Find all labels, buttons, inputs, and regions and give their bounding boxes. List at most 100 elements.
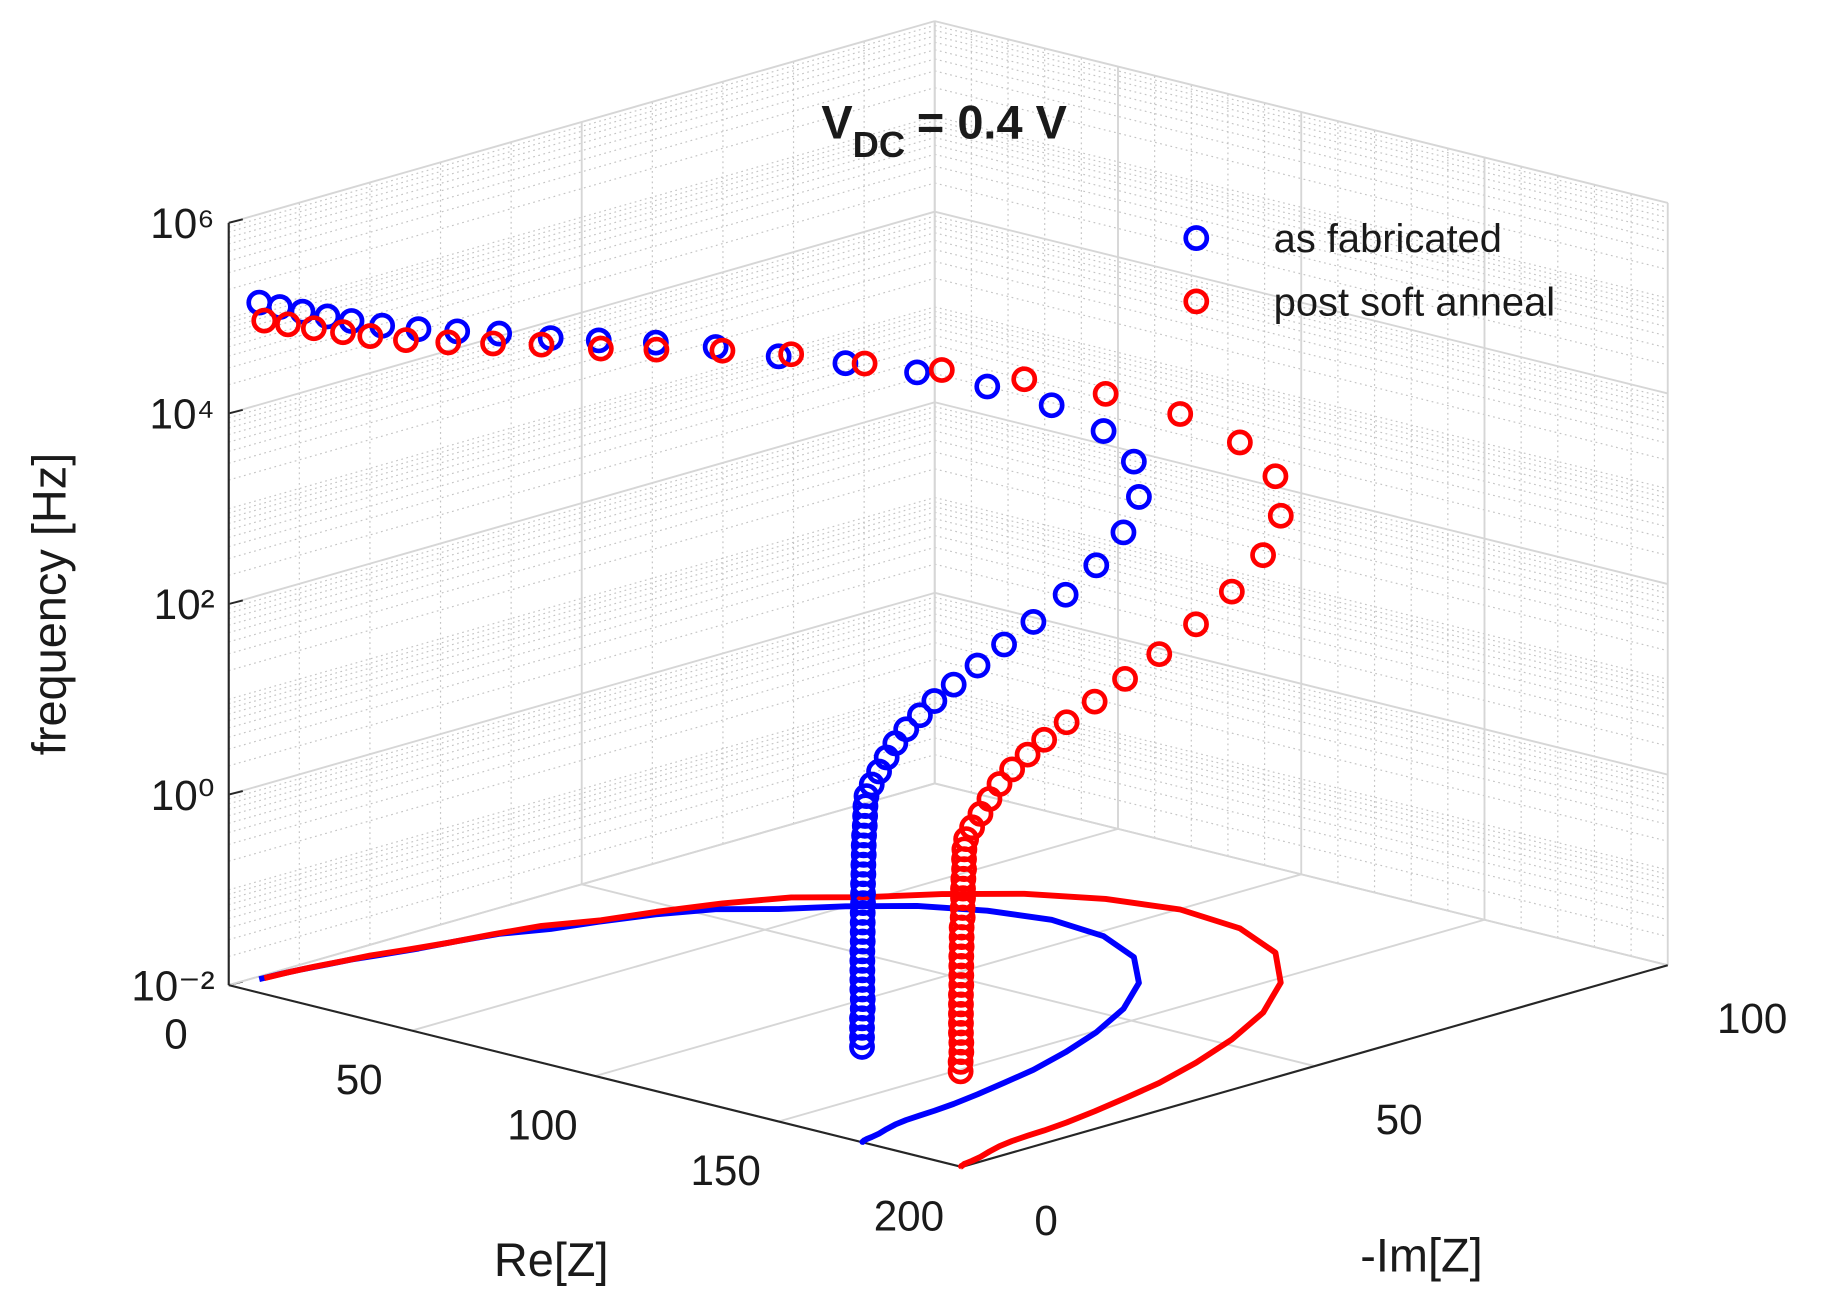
marker — [851, 350, 878, 377]
marker — [849, 1024, 875, 1051]
marker — [1126, 484, 1152, 510]
minor-grid-line — [228, 546, 935, 750]
marker — [1014, 741, 1041, 768]
minor-grid-line — [934, 439, 1668, 623]
minor-grid-line — [934, 115, 1668, 299]
minor-grid-line — [228, 613, 935, 817]
marker — [1120, 448, 1147, 475]
marker — [947, 1048, 974, 1075]
marker — [940, 671, 967, 698]
x-tick-label: 200 — [874, 1192, 944, 1239]
minor-grid-line — [934, 41, 1668, 225]
marker — [357, 323, 384, 349]
chart-title: VDC = 0.4 V — [821, 96, 1066, 165]
minor-grid-line — [228, 125, 935, 328]
minor-grid-line — [934, 737, 1668, 921]
minor-grid-line — [228, 49, 935, 253]
minor-grid-line — [228, 451, 935, 655]
minor-grid-line — [228, 136, 935, 340]
minor-grid-line — [934, 165, 1668, 349]
minor-grid-line — [228, 70, 935, 274]
floor-projection — [258, 890, 1284, 1170]
minor-grid-line — [228, 630, 935, 834]
grid — [227, 20, 1669, 1168]
minor-grid-line — [228, 642, 935, 845]
marker — [300, 315, 327, 342]
marker — [991, 631, 1017, 658]
minor-grid-line — [934, 260, 1668, 444]
marker — [1052, 581, 1079, 608]
minor-grid-line — [934, 658, 1668, 842]
marker — [921, 688, 948, 714]
minor-grid-line — [934, 315, 1668, 499]
minor-grid-line — [228, 315, 935, 519]
x-tick-label: 50 — [336, 1056, 383, 1103]
minor-grid-line — [934, 153, 1668, 337]
z-tick-label: 10⁰ — [151, 772, 215, 819]
floor-line — [263, 890, 1284, 1170]
minor-grid-line — [934, 613, 1668, 797]
z-tick-label: 10² — [154, 581, 215, 628]
minor-grid-line — [934, 310, 1668, 494]
minor-grid-line — [228, 696, 935, 900]
minor-grid-line — [934, 249, 1668, 432]
legend-label: post soft anneal — [1274, 280, 1555, 324]
marker — [643, 336, 670, 363]
marker — [330, 319, 356, 346]
minor-grid-line — [228, 422, 935, 626]
minor-grid-line — [228, 373, 935, 576]
marker — [907, 702, 933, 729]
minor-grid-line — [934, 563, 1668, 747]
minor-grid-line — [934, 335, 1668, 519]
marker — [1020, 609, 1047, 635]
marker — [1112, 665, 1138, 692]
minor-grid-line — [228, 232, 935, 436]
y-axis-label: -Im[Z] — [1360, 1229, 1482, 1281]
minor-grid-line — [934, 225, 1668, 409]
minor-grid-line — [228, 506, 935, 710]
labels: 10⁻² 10⁰ 10² 10⁴ 10⁶ 0 50 100 150 200 0 50 100 — [131, 200, 1787, 1244]
minor-grid-line — [934, 35, 1668, 219]
minor-grid-line — [228, 430, 935, 634]
minor-grid-line — [228, 306, 935, 510]
x-tick-label: 100 — [507, 1101, 577, 1148]
minor-grid-line — [228, 260, 935, 464]
title-suffix: = 0.4 V — [917, 96, 1067, 148]
minor-grid-line — [228, 215, 935, 419]
legend: as fabricated post soft anneal — [1183, 217, 1555, 324]
minor-grid-line — [228, 277, 935, 481]
marker — [1250, 542, 1276, 569]
minor-grid-line — [934, 546, 1668, 730]
minor-grid-line — [934, 49, 1668, 233]
tick-mark — [228, 790, 244, 796]
marker — [1011, 366, 1038, 393]
tick-mark — [228, 408, 244, 415]
tick-mark — [228, 599, 244, 605]
minor-grid-line — [934, 416, 1668, 600]
marker — [1262, 463, 1289, 490]
minor-grid-line — [228, 321, 935, 525]
marker — [1092, 380, 1119, 407]
minor-grid-line — [934, 630, 1668, 814]
minor-grid-line — [228, 737, 935, 941]
minor-grid-line — [934, 239, 1668, 423]
marker — [251, 307, 278, 334]
minor-grid-line — [934, 125, 1668, 308]
minor-grid-line — [934, 373, 1668, 556]
minor-grid-line — [934, 620, 1668, 804]
minor-grid-line — [228, 468, 935, 672]
minor-grid-line — [228, 501, 935, 705]
minor-grid-line — [934, 696, 1668, 880]
minor-grid-line — [934, 702, 1668, 886]
minor-grid-line — [228, 563, 935, 767]
minor-grid-line — [934, 451, 1668, 635]
minor-grid-line — [934, 306, 1668, 490]
minor-grid-line — [934, 321, 1668, 505]
minor-grid-line — [934, 182, 1668, 366]
marker — [275, 311, 301, 338]
marker — [849, 1034, 875, 1060]
minor-grid-line — [228, 439, 935, 643]
minor-grid-line — [934, 430, 1668, 614]
marker — [999, 756, 1026, 783]
grid-line — [934, 782, 1668, 967]
